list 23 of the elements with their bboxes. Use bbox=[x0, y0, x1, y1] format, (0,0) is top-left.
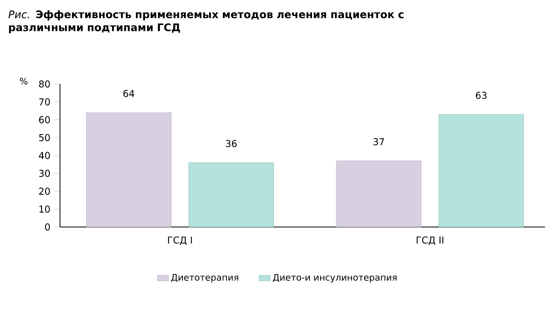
y-tick-label: 50 bbox=[39, 134, 50, 142]
y-tick-label: 70 bbox=[39, 98, 50, 106]
y-axis-title: % bbox=[20, 78, 28, 85]
legend-label: Дието-и инсулинотерапия bbox=[272, 274, 397, 282]
bar bbox=[438, 114, 524, 228]
data-label: 63 bbox=[476, 92, 487, 99]
y-tick-label: 0 bbox=[45, 223, 50, 231]
chart-title: Рис. Эффективность применяемых методов лечения пациенток с различными подтипами ГСД bbox=[8, 10, 404, 34]
bar bbox=[336, 160, 422, 228]
data-label: 36 bbox=[226, 140, 237, 148]
legend-label: Диетотерапия bbox=[171, 274, 238, 282]
y-tick-label: 80 bbox=[39, 80, 50, 88]
data-label: 37 bbox=[373, 138, 384, 146]
x-tick-label: ГСД II bbox=[416, 236, 444, 246]
bar bbox=[188, 162, 274, 228]
data-label: 64 bbox=[123, 90, 134, 98]
x-tick-label: ГСД I bbox=[168, 236, 192, 246]
bar bbox=[86, 112, 172, 228]
y-tick-label: 60 bbox=[39, 116, 50, 124]
y-tick-label: 10 bbox=[39, 206, 50, 213]
y-tick-label: 40 bbox=[38, 152, 50, 160]
y-tick-label: 30 bbox=[39, 170, 50, 177]
y-tick-label: 20 bbox=[39, 188, 50, 195]
